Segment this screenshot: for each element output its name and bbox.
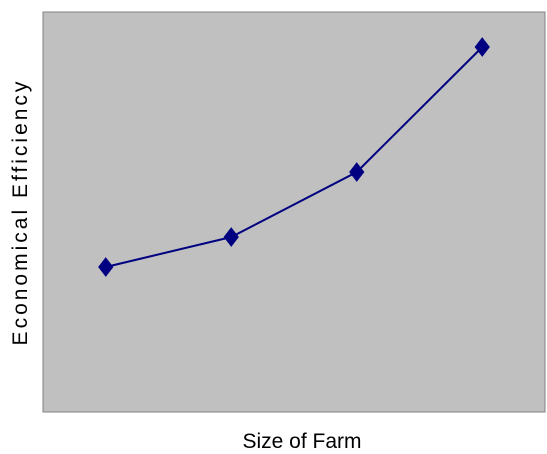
data-point-marker xyxy=(223,227,239,247)
series-layer xyxy=(98,37,490,277)
y-axis-label: Economical Efficiency xyxy=(9,79,32,346)
plot-area xyxy=(42,11,546,413)
x-axis-label: Size of Farm xyxy=(242,430,361,453)
data-point-marker xyxy=(98,257,114,277)
data-point-marker xyxy=(474,37,490,57)
series-line xyxy=(105,46,484,268)
data-point-marker xyxy=(349,162,365,182)
